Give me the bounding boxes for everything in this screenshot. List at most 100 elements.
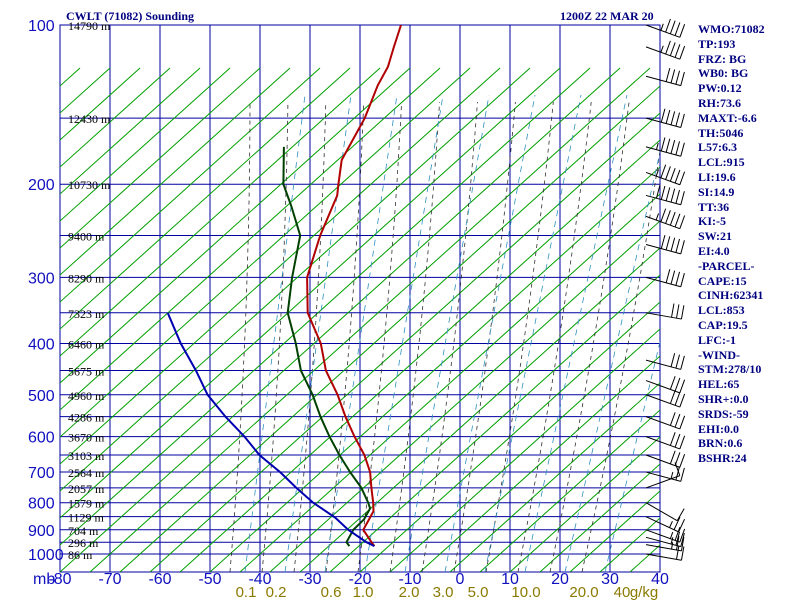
height-label: 2564 m bbox=[68, 466, 105, 480]
chart-grid bbox=[59, 24, 661, 573]
dry-adiabat bbox=[299, 247, 660, 572]
wind-barb bbox=[645, 376, 686, 394]
index-item: KI:-5 bbox=[698, 214, 726, 229]
pressure-label: 600 bbox=[28, 430, 55, 447]
wind-barb bbox=[645, 234, 685, 255]
index-item: -WIND- bbox=[698, 347, 740, 362]
mixing-ratio-label: 20.0 bbox=[569, 584, 598, 600]
dry-adiabat bbox=[509, 436, 660, 572]
dry-adiabat bbox=[60, 67, 621, 572]
dry-adiabat bbox=[60, 67, 261, 249]
index-item: LFC:-1 bbox=[698, 332, 736, 347]
dry-adiabat bbox=[269, 220, 660, 572]
temperature-label: -60 bbox=[148, 571, 171, 588]
mixing-ratio-label: 3.0 bbox=[433, 584, 454, 600]
wind-barb bbox=[645, 164, 686, 186]
index-item: LCL:853 bbox=[698, 303, 745, 318]
index-item: HEL:65 bbox=[698, 377, 740, 392]
dry-adiabat bbox=[209, 166, 660, 572]
wind-barb bbox=[645, 412, 686, 430]
index-item: CINH:62341 bbox=[698, 288, 764, 303]
wind-barb bbox=[645, 390, 686, 408]
pressure-label: 800 bbox=[28, 496, 55, 513]
index-item: TP:193 bbox=[698, 36, 736, 51]
chart-title: CWLT (71082) Sounding bbox=[66, 9, 194, 23]
index-item: CAP:19.5 bbox=[698, 317, 748, 332]
index-item: PW:0.12 bbox=[698, 81, 742, 96]
moist-adiabat bbox=[389, 101, 440, 572]
moist-adiabat bbox=[421, 101, 478, 572]
mixing-ratio-line bbox=[604, 340, 660, 572]
index-item: TT:36 bbox=[698, 199, 730, 214]
mixing-ratio-label: g/kg bbox=[630, 584, 658, 600]
moist-adiabat bbox=[485, 101, 554, 572]
dry-adiabat bbox=[60, 67, 321, 303]
mixing-ratio-label: 1.0 bbox=[353, 584, 374, 600]
height-label: 5675 m bbox=[68, 365, 105, 379]
index-item: SRDS:-59 bbox=[698, 406, 749, 421]
mixing-ratio-label: 0.1 bbox=[236, 584, 257, 600]
wind-barbs bbox=[645, 18, 686, 561]
mixing-ratio-label: 40 bbox=[614, 584, 631, 600]
temperature-line bbox=[306, 25, 402, 547]
dry-adiabat bbox=[60, 67, 411, 384]
temperature-label: -80 bbox=[48, 571, 71, 588]
chart-time: 1200Z 22 MAR 20 bbox=[560, 9, 654, 23]
dry-adiabat bbox=[239, 193, 660, 572]
temperature-label: 20 bbox=[551, 571, 569, 588]
mixing-ratio-line bbox=[364, 94, 444, 572]
mixing-ratio-line bbox=[564, 150, 660, 572]
wind-barb bbox=[645, 527, 686, 543]
index-item: EHI:0.0 bbox=[698, 421, 740, 436]
height-label: 3103 m bbox=[68, 449, 105, 463]
adiabat-lines bbox=[60, 67, 660, 572]
height-label: 8290 m bbox=[68, 271, 105, 285]
height-label: 4286 m bbox=[68, 411, 105, 425]
moist-adiabat bbox=[357, 101, 402, 572]
mixing-ratio-label: 0.6 bbox=[321, 584, 342, 600]
temperature-label: 0 bbox=[456, 571, 465, 588]
mixing-ratio-line bbox=[484, 94, 582, 572]
index-item: LCL:915 bbox=[698, 155, 745, 170]
wind-barb bbox=[645, 303, 685, 320]
dry-adiabat bbox=[60, 67, 351, 330]
wind-barb bbox=[645, 353, 685, 370]
dry-adiabat bbox=[449, 382, 660, 572]
wind-barb bbox=[645, 68, 685, 87]
temperature-label: 40 bbox=[651, 571, 669, 588]
height-label: 9400 m bbox=[68, 230, 105, 244]
dry-adiabat bbox=[539, 463, 660, 572]
index-item: SHR+:0.0 bbox=[698, 391, 749, 406]
dry-adiabat bbox=[60, 67, 561, 519]
height-label: 3670 m bbox=[68, 431, 105, 445]
height-label: 12430 m bbox=[68, 112, 111, 126]
height-label: 10730 m bbox=[68, 178, 111, 192]
height-label: 1579 m bbox=[68, 497, 105, 511]
mixing-ratio-label: 2.0 bbox=[399, 584, 420, 600]
height-label: 7323 m bbox=[68, 307, 105, 321]
moist-adiabat bbox=[549, 101, 630, 572]
index-item: BRN:0.6 bbox=[698, 436, 743, 451]
pressure-label: 200 bbox=[28, 177, 55, 194]
index-item: CAPE:15 bbox=[698, 273, 747, 288]
temperature-label: -70 bbox=[98, 571, 121, 588]
index-item: BSHR:24 bbox=[698, 451, 747, 466]
moist-adiabat bbox=[261, 101, 289, 572]
pressure-label: 300 bbox=[28, 270, 55, 287]
index-item: MAXT:-6.6 bbox=[698, 110, 757, 125]
moist-adiabat bbox=[453, 101, 516, 572]
dry-adiabat bbox=[149, 112, 660, 572]
temperature-label: -40 bbox=[248, 571, 271, 588]
dry-adiabat bbox=[419, 355, 660, 572]
dry-adiabat bbox=[60, 67, 171, 168]
pressure-label: 700 bbox=[28, 465, 55, 482]
pressure-label: 400 bbox=[28, 336, 55, 353]
pressure-label: 500 bbox=[28, 388, 55, 405]
index-item: TH:5046 bbox=[698, 125, 744, 140]
temperature-label: 30 bbox=[601, 571, 619, 588]
wind-barb bbox=[645, 208, 686, 230]
wind-barb bbox=[645, 184, 685, 206]
index-item: LI:19.6 bbox=[698, 169, 736, 184]
height-label: 704 m bbox=[68, 524, 99, 538]
